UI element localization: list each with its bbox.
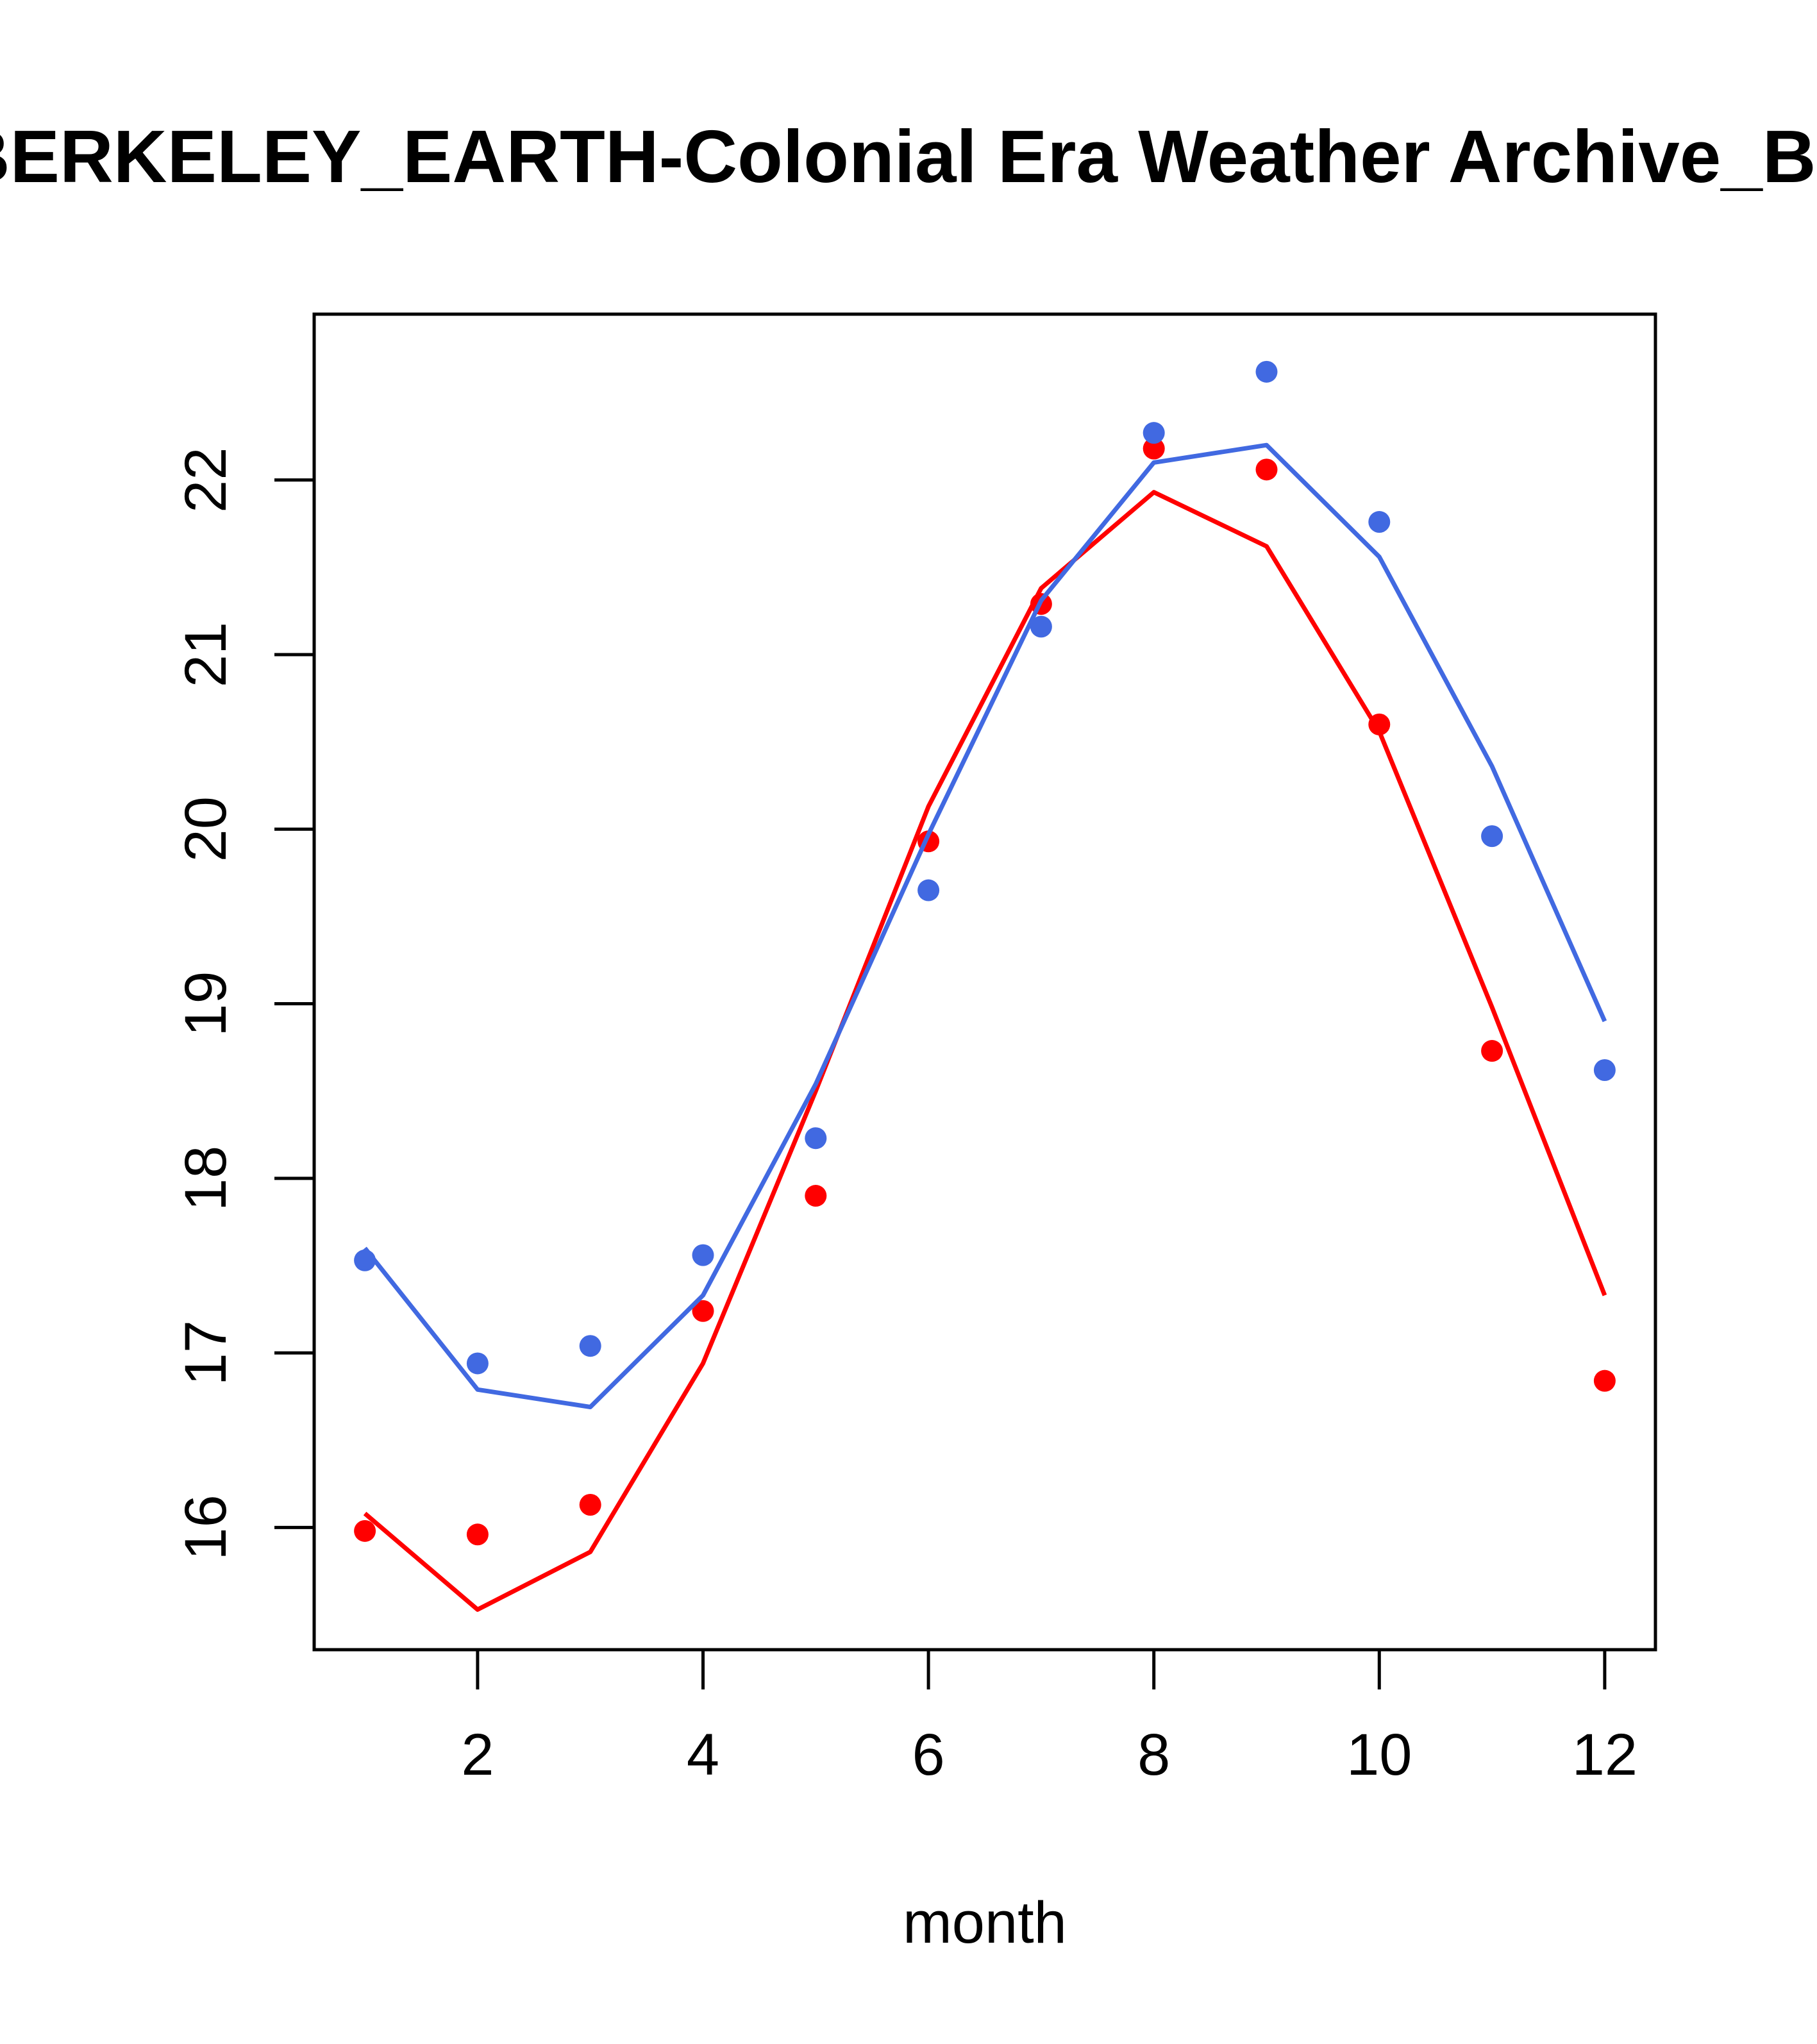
- series-layer: [354, 360, 1616, 1612]
- series-1: [354, 437, 1616, 1612]
- x-tick-label: 12: [1572, 1722, 1637, 1788]
- data-point: [1143, 437, 1165, 460]
- data-point: [1030, 616, 1052, 638]
- y-tick-label: 16: [173, 1495, 239, 1560]
- data-point: [1481, 1040, 1503, 1062]
- data-point: [1593, 1059, 1616, 1082]
- data-point: [354, 1520, 376, 1542]
- x-tick-label: 6: [912, 1722, 945, 1788]
- series-line: [363, 442, 1607, 1409]
- x-tick-label: 10: [1346, 1722, 1412, 1788]
- data-point: [579, 1335, 601, 1357]
- chart-title: BERKELEY_EARTH-Colonial Era Weather Arch…: [0, 115, 1817, 198]
- y-tick-label: 18: [173, 1146, 239, 1211]
- data-point: [579, 1494, 601, 1516]
- data-point: [917, 879, 940, 901]
- y-axis: 16 17 18 19 20 21 22: [173, 448, 316, 1561]
- data-point: [805, 1127, 827, 1150]
- data-point: [1255, 360, 1278, 383]
- x-axis-label: month: [903, 1890, 1067, 1956]
- data-point: [1481, 825, 1503, 848]
- data-point: [1143, 422, 1165, 444]
- data-point: [692, 1244, 714, 1266]
- data-point: [466, 1352, 489, 1375]
- data-point: [1593, 1370, 1616, 1392]
- series-2: [354, 360, 1616, 1409]
- x-axis: 2 4 6 8 10 12: [461, 1648, 1637, 1788]
- data-point: [1368, 713, 1391, 735]
- y-tick-label: 20: [173, 796, 239, 862]
- plot-frame: [312, 312, 1657, 1652]
- data-point: [1255, 458, 1278, 481]
- series-line: [363, 490, 1607, 1612]
- y-tick-label: 19: [173, 971, 239, 1036]
- y-tick-label: 17: [173, 1320, 239, 1386]
- y-tick-label: 22: [173, 448, 239, 513]
- data-point: [805, 1185, 827, 1207]
- x-tick-label: 8: [1137, 1722, 1170, 1788]
- data-point: [1368, 511, 1391, 533]
- data-point: [466, 1523, 489, 1546]
- data-point: [354, 1249, 376, 1271]
- x-tick-label: 2: [461, 1722, 494, 1788]
- data-point: [692, 1300, 714, 1322]
- x-tick-label: 4: [687, 1722, 719, 1788]
- y-tick-label: 21: [173, 622, 239, 687]
